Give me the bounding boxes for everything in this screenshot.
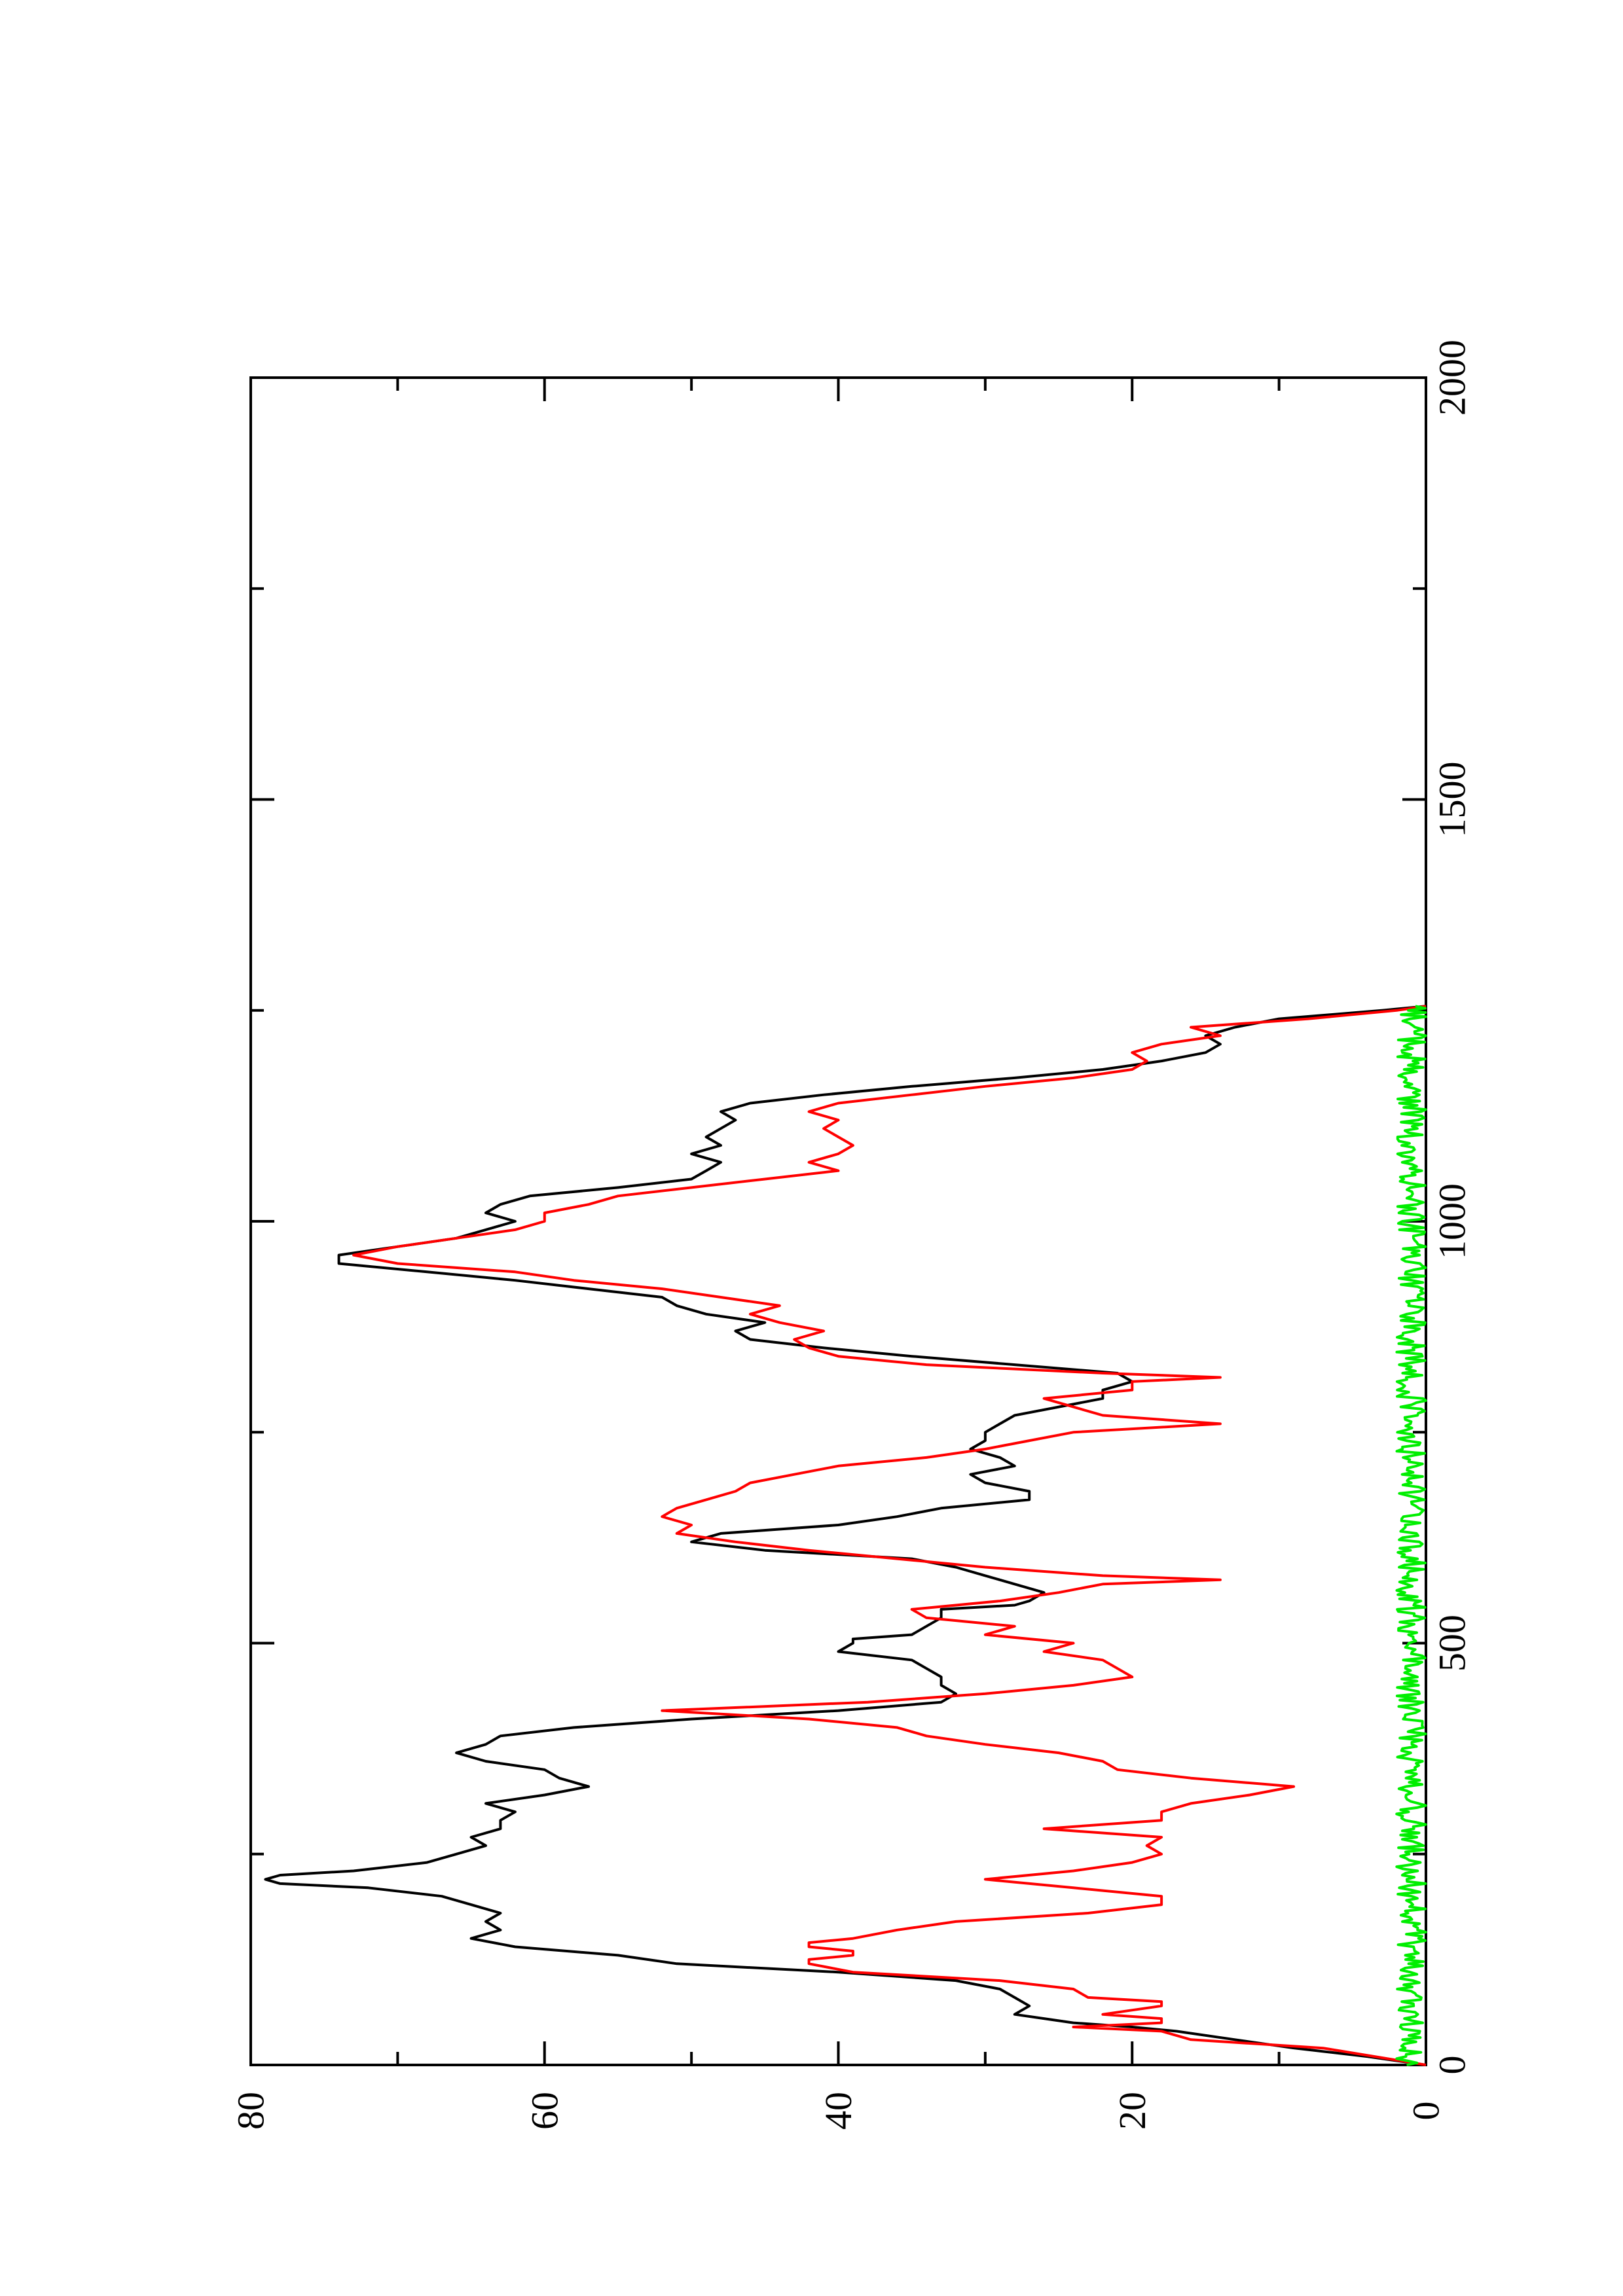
y-tick-label: 20 bbox=[1111, 2092, 1154, 2130]
y-tick-label: 0 bbox=[1405, 2102, 1448, 2121]
series-line-2 bbox=[1395, 1005, 1427, 2066]
series-layer bbox=[264, 1005, 1427, 2066]
y-tick-label: 40 bbox=[817, 2092, 860, 2130]
plot-frame bbox=[249, 376, 1427, 2066]
x-tick-label: 500 bbox=[1431, 1615, 1474, 1672]
x-tick-label: 0 bbox=[1431, 2056, 1474, 2075]
series-line-0 bbox=[264, 1005, 1427, 2066]
y-tick-label: 80 bbox=[230, 2092, 272, 2130]
x-tick-label: 1000 bbox=[1431, 1183, 1474, 1259]
series-line-1 bbox=[352, 1005, 1427, 2066]
x-tick-label: 1500 bbox=[1431, 762, 1474, 838]
y-tick-label: 60 bbox=[523, 2092, 566, 2130]
x-tick-label: 2000 bbox=[1431, 340, 1474, 416]
x-axis-ticks: 0 500 1000 1500 2000 bbox=[251, 340, 1474, 2075]
y-axis-ticks: 0 20 40 60 80 bbox=[230, 378, 1448, 2130]
